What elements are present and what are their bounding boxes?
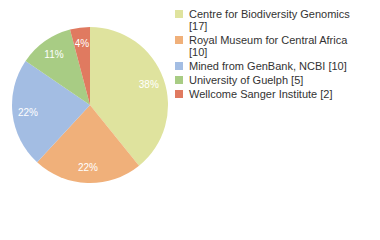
svg-text:22%: 22% [78, 162, 98, 173]
html-text:Royal Museum for Central Afric: Royal Museum for Central Africa [10] [189, 34, 348, 58]
svg-text:22%: 22% [18, 107, 38, 118]
svg-text:38%: 38% [139, 79, 159, 90]
svg-text:4%: 4% [75, 38, 90, 49]
html-text:Wellcome Sanger Institute [2]: Wellcome Sanger Institute [2] [189, 88, 333, 100]
svg-text:11%: 11% [44, 49, 63, 60]
html-text:University of Guelph [5]: University of Guelph [5] [189, 74, 304, 86]
html-text:Centre for Biodiversity Genomi: Centre for Biodiversity Genomics [17] [189, 8, 350, 32]
html-text:Mined from GenBank, NCBI [10]: Mined from GenBank, NCBI [10] [189, 60, 347, 72]
